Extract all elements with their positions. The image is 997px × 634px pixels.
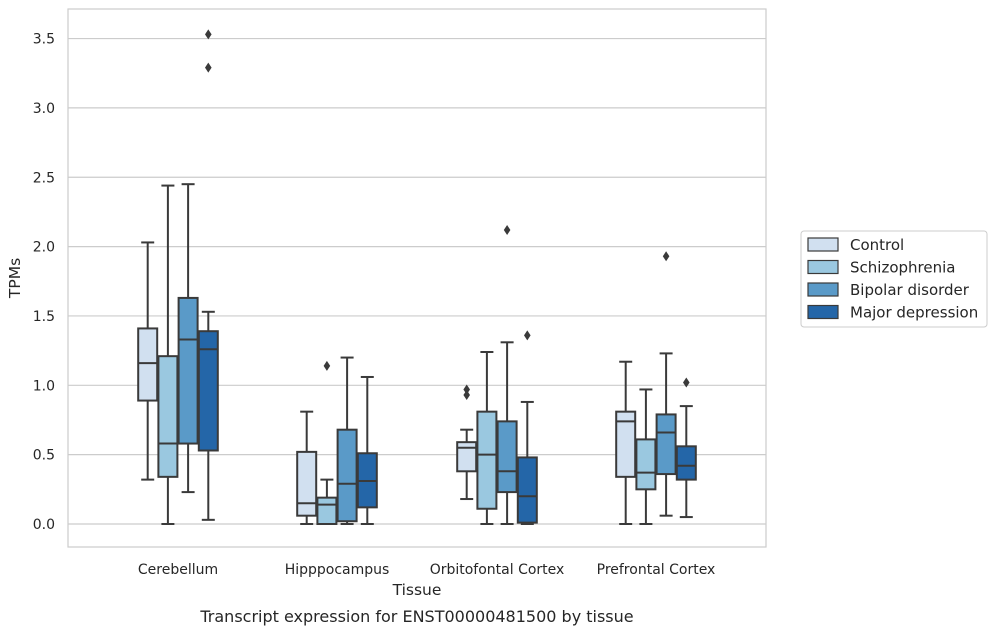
- box-body: [635, 438, 657, 491]
- y-tick-label: 3.5: [33, 32, 55, 48]
- box-body: [496, 420, 518, 494]
- x-tick-label: Cerebellum: [138, 562, 218, 578]
- y-tick-label: 2.0: [33, 240, 55, 256]
- box-body: [177, 296, 199, 445]
- box-body: [476, 410, 498, 510]
- box-major-depression: [356, 375, 378, 525]
- legend-label: Control: [850, 236, 904, 254]
- legend-label: Bipolar disorder: [850, 281, 970, 299]
- box-schizophrenia: [316, 360, 338, 526]
- chart-caption: Transcript expression for ENST0000048150…: [199, 607, 633, 626]
- box-body: [615, 410, 637, 478]
- outlier-point: [683, 377, 690, 388]
- box-body: [675, 445, 697, 481]
- y-tick-label: 0.5: [33, 448, 55, 464]
- box-bipolar-disorder: [496, 224, 518, 525]
- box-body: [516, 456, 538, 524]
- y-axis-label: TPMs: [6, 258, 24, 299]
- box-body: [197, 330, 219, 452]
- y-tick-label: 3.0: [33, 101, 55, 117]
- legend-swatch: [807, 237, 839, 252]
- box-control: [456, 384, 478, 501]
- x-tick-label: Hipppocampus: [285, 562, 390, 578]
- box-schizophrenia: [635, 388, 657, 525]
- box-control: [296, 410, 318, 525]
- plot-frame: [67, 8, 767, 548]
- box-major-depression: [675, 377, 697, 519]
- box-bipolar-disorder: [655, 251, 677, 517]
- box-major-depression: [197, 29, 219, 521]
- outlier-point: [205, 62, 212, 73]
- outlier-point: [503, 224, 511, 235]
- box-body: [316, 496, 338, 526]
- outlier-point: [463, 390, 470, 401]
- y-tick-labels: 0.0 0.5 1.0 1.5 2.0 2.5 3.0 3.5: [33, 32, 55, 533]
- box-body: [456, 441, 478, 473]
- box-body: [137, 327, 159, 402]
- legend-label: Major depression: [850, 304, 978, 322]
- x-axis-label: Tissue: [392, 581, 442, 599]
- box-major-depression: [516, 330, 538, 525]
- box-bipolar-disorder: [336, 356, 358, 525]
- y-tick-label: 2.5: [33, 170, 55, 186]
- legend-swatch: [807, 259, 839, 275]
- y-tick-label: 0.0: [33, 517, 55, 533]
- legend-swatch: [807, 304, 839, 320]
- legend-label: Schizophrenia: [850, 259, 955, 277]
- x-tick-labels: Cerebellum Hipppocampus Orbitofontal Corte…: [138, 562, 715, 578]
- box-schizophrenia: [476, 351, 498, 525]
- legend: Control Schizophrenia Bipolar disorder Majo…: [800, 230, 988, 328]
- box-schizophrenia: [157, 184, 179, 525]
- outlier-point: [463, 384, 470, 395]
- box-control: [137, 241, 159, 481]
- box-body: [336, 428, 358, 523]
- x-tick-label: Prefrontal Cortex: [597, 562, 716, 578]
- outlier-point: [323, 360, 331, 371]
- x-tick-label: Orbitofontal Cortex: [430, 562, 565, 578]
- legend-frame: [800, 230, 988, 328]
- legend-swatch: [807, 282, 839, 297]
- y-tick-label: 1.5: [33, 309, 55, 325]
- outlier-point: [205, 29, 212, 40]
- outlier-point: [524, 330, 531, 341]
- outlier-point: [662, 251, 670, 262]
- boxes: [137, 29, 697, 526]
- box-body: [296, 450, 318, 517]
- y-tick-label: 1.0: [33, 378, 55, 394]
- box-body: [655, 413, 677, 476]
- box-control: [615, 360, 637, 525]
- box-bipolar-disorder: [177, 183, 199, 494]
- box-body: [157, 355, 179, 478]
